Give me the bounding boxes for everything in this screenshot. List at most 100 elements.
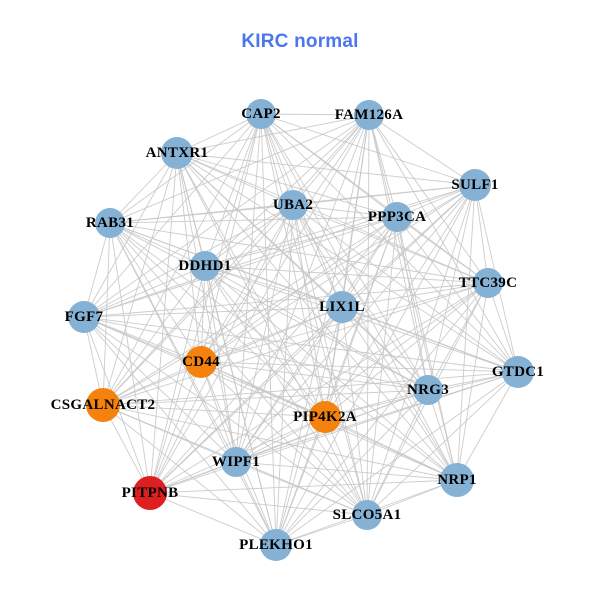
edge-GTDC1-SLCO5A1 xyxy=(366,371,519,516)
edge-CSGALNACT2-PLEKHO1 xyxy=(102,404,277,546)
edge-FAM126A-ANTXR1 xyxy=(176,114,370,154)
edge-CAP2-DDHD1 xyxy=(204,113,262,267)
edge-RAB31-DDHD1 xyxy=(109,222,206,267)
edge-RAB31-PLEKHO1 xyxy=(109,222,277,546)
edge-PITPNB-PLEKHO1 xyxy=(149,492,277,546)
node-DDHD1 xyxy=(190,251,220,281)
edge-GTDC1-PITPNB xyxy=(149,371,519,494)
edge-CAP2-FGF7 xyxy=(83,113,262,318)
edge-PPP3CA-WIPF1 xyxy=(235,216,398,463)
edge-ANTXR1-GTDC1 xyxy=(176,152,519,373)
edge-ANTXR1-WIPF1 xyxy=(176,152,237,463)
edge-FGF7-SLCO5A1 xyxy=(83,316,368,516)
edge-FAM126A-FGF7 xyxy=(83,114,370,318)
edge-NRP1-PITPNB xyxy=(149,479,458,494)
edge-ANTXR1-PIP4K2A xyxy=(176,152,326,418)
edge-DDHD1-NRG3 xyxy=(204,265,429,391)
edge-UBA2-FGF7 xyxy=(83,204,294,318)
edge-PPP3CA-LIX1L xyxy=(341,216,398,308)
edge-TTC39C-FGF7 xyxy=(83,282,489,318)
edge-FGF7-NRP1 xyxy=(83,316,458,481)
node-SULF1 xyxy=(459,169,491,201)
edge-DDHD1-CD44 xyxy=(200,265,206,363)
edge-UBA2-WIPF1 xyxy=(235,204,294,463)
edge-NRG3-SLCO5A1 xyxy=(366,389,429,516)
edge-LIX1L-GTDC1 xyxy=(341,306,519,373)
edge-RAB31-SLCO5A1 xyxy=(109,222,368,516)
edge-FAM126A-NRG3 xyxy=(368,114,429,391)
edge-CAP2-NRG3 xyxy=(260,113,429,391)
edge-SULF1-CSGALNACT2 xyxy=(102,184,476,406)
edge-CAP2-FAM126A xyxy=(260,113,370,116)
edge-FAM126A-CD44 xyxy=(200,114,370,363)
edge-ANTXR1-SULF1 xyxy=(176,152,476,186)
edge-RAB31-FGF7 xyxy=(83,222,111,318)
edge-UBA2-NRG3 xyxy=(292,204,429,391)
edge-CD44-PITPNB xyxy=(149,361,202,494)
node-TTC39C xyxy=(473,268,503,298)
node-label-FGF7: FGF7 xyxy=(65,309,104,325)
node-label-SLCO5A1: SLCO5A1 xyxy=(333,507,402,523)
edge-SULF1-TTC39C xyxy=(474,184,489,284)
edge-TTC39C-PLEKHO1 xyxy=(275,282,489,546)
edge-DDHD1-CSGALNACT2 xyxy=(102,265,206,406)
edge-PPP3CA-RAB31 xyxy=(109,216,398,224)
edge-FGF7-PLEKHO1 xyxy=(83,316,277,546)
node-label-PPP3CA: PPP3CA xyxy=(368,209,426,225)
edge-PIP4K2A-NRP1 xyxy=(324,416,458,481)
edge-DDHD1-TTC39C xyxy=(204,265,489,284)
edge-GTDC1-PLEKHO1 xyxy=(275,371,519,546)
edge-DDHD1-FGF7 xyxy=(83,265,206,318)
edge-GTDC1-CSGALNACT2 xyxy=(102,371,519,406)
edge-FAM126A-WIPF1 xyxy=(235,114,370,463)
plot-title: KIRC normal xyxy=(241,31,359,52)
edge-CD44-GTDC1 xyxy=(200,361,519,373)
node-label-NRG3: NRG3 xyxy=(407,382,449,398)
node-label-WIPF1: WIPF1 xyxy=(212,454,260,470)
edge-PPP3CA-FGF7 xyxy=(83,216,398,318)
node-label-LIX1L: LIX1L xyxy=(319,299,365,315)
edge-UBA2-PLEKHO1 xyxy=(275,204,294,546)
edge-FAM126A-SULF1 xyxy=(368,114,476,186)
node-FGF7 xyxy=(68,301,100,333)
edge-ANTXR1-UBA2 xyxy=(176,152,294,206)
edge-LIX1L-NRP1 xyxy=(341,306,458,481)
edge-UBA2-SLCO5A1 xyxy=(292,204,368,516)
edge-CAP2-NRP1 xyxy=(260,113,458,481)
edge-PPP3CA-CD44 xyxy=(200,216,398,363)
node-RAB31 xyxy=(95,208,125,238)
edge-DDHD1-NRP1 xyxy=(204,265,458,481)
edge-UBA2-NRP1 xyxy=(292,204,458,481)
edge-LIX1L-PIP4K2A xyxy=(324,306,343,418)
node-NRP1 xyxy=(440,463,474,497)
edge-NRG3-PIP4K2A xyxy=(324,389,429,418)
node-CAP2 xyxy=(246,99,276,129)
edge-ANTXR1-CD44 xyxy=(176,152,202,363)
edge-FAM126A-GTDC1 xyxy=(368,114,519,373)
edge-SULF1-WIPF1 xyxy=(235,184,476,463)
node-label-ANTXR1: ANTXR1 xyxy=(146,145,209,161)
node-label-DDHD1: DDHD1 xyxy=(178,258,231,274)
node-label-TTC39C: TTC39C xyxy=(459,275,517,291)
node-FAM126A xyxy=(354,100,384,130)
node-label-FAM126A: FAM126A xyxy=(335,107,403,123)
edge-PIP4K2A-WIPF1 xyxy=(235,416,326,463)
edge-CD44-SLCO5A1 xyxy=(200,361,368,516)
node-GTDC1 xyxy=(502,356,534,388)
node-label-PITPNB: PITPNB xyxy=(122,485,179,501)
node-label-PLEKHO1: PLEKHO1 xyxy=(239,537,313,553)
edge-DDHD1-LIX1L xyxy=(204,265,343,308)
edge-SULF1-PLEKHO1 xyxy=(275,184,476,546)
edge-GTDC1-NRP1 xyxy=(456,371,519,481)
node-label-PIP4K2A: PIP4K2A xyxy=(293,409,357,425)
edge-LIX1L-PITPNB xyxy=(149,306,343,494)
node-label-CD44: CD44 xyxy=(182,354,220,370)
edge-LIX1L-PLEKHO1 xyxy=(275,306,343,546)
node-PITPNB xyxy=(133,476,167,510)
edge-RAB31-NRG3 xyxy=(109,222,429,391)
edge-PPP3CA-TTC39C xyxy=(396,216,489,284)
edge-FGF7-WIPF1 xyxy=(83,316,237,463)
edge-PPP3CA-GTDC1 xyxy=(396,216,519,373)
